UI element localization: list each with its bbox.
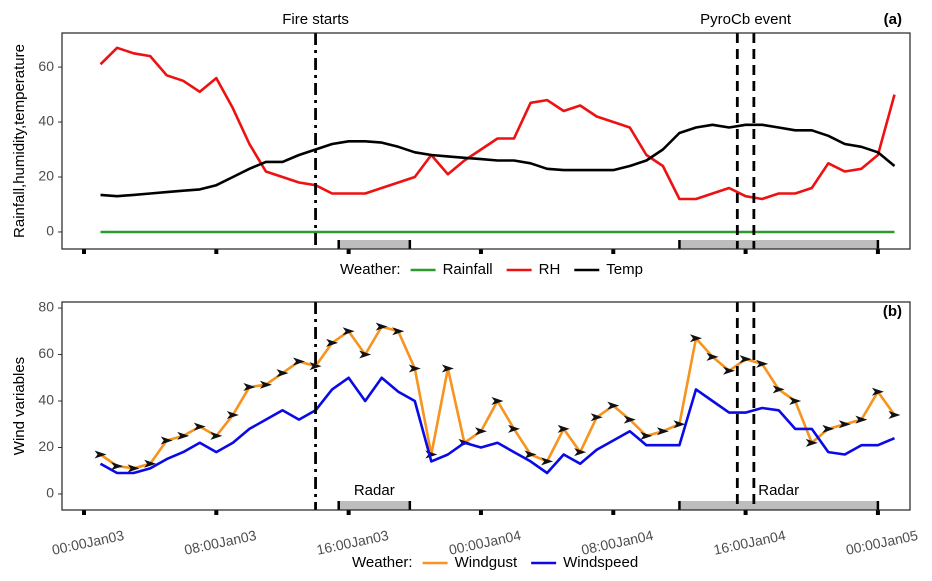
wind-marker bbox=[276, 369, 289, 378]
legend-label: Windspeed bbox=[563, 554, 638, 571]
wind-marker bbox=[673, 420, 686, 429]
y-tick-label: 20 bbox=[38, 438, 54, 454]
y-tick-label: 60 bbox=[38, 58, 54, 74]
wind-marker bbox=[723, 366, 736, 375]
wind-marker bbox=[491, 397, 504, 406]
x-tick-label: 00:00Jan05 bbox=[844, 527, 919, 558]
wind-marker bbox=[474, 427, 487, 436]
x-tick-label: 16:00Jan04 bbox=[712, 527, 787, 558]
wind-marker bbox=[94, 450, 107, 459]
wind-marker bbox=[524, 450, 537, 459]
wind-marker bbox=[871, 387, 884, 396]
radar-period bbox=[679, 501, 878, 510]
y-tick-label: 80 bbox=[38, 299, 54, 315]
wind-marker bbox=[243, 383, 256, 392]
legend-label: Windgust bbox=[455, 554, 518, 571]
wind-marker bbox=[392, 327, 405, 336]
y-tick-label: 0 bbox=[46, 223, 54, 239]
legend-title: Weather: bbox=[352, 554, 413, 571]
series-line bbox=[99, 46, 896, 201]
wind-marker bbox=[590, 413, 603, 422]
event-annotation: Fire starts bbox=[282, 11, 349, 28]
x-tick-label: 00:00Jan03 bbox=[50, 527, 125, 558]
wind-marker bbox=[160, 436, 173, 445]
wind-marker bbox=[838, 420, 851, 429]
wind-marker bbox=[177, 431, 190, 440]
wind-marker bbox=[309, 362, 322, 371]
wind-marker bbox=[144, 459, 157, 468]
legend-label: Temp bbox=[606, 261, 643, 278]
wind-marker bbox=[805, 438, 818, 447]
wind-marker bbox=[375, 322, 388, 331]
y-tick-label: 20 bbox=[38, 168, 54, 184]
wind-marker bbox=[508, 424, 521, 433]
legend-title: Weather: bbox=[340, 261, 401, 278]
y-axis-title: Rainfall,humidity,temperature bbox=[11, 44, 28, 238]
wind-marker bbox=[607, 401, 620, 410]
radar-period bbox=[338, 501, 410, 510]
wind-marker bbox=[259, 380, 272, 389]
radar-period bbox=[679, 240, 878, 249]
y-axis-title: Wind variables bbox=[11, 357, 28, 455]
wind-marker bbox=[623, 415, 636, 424]
legend-label: Rainfall bbox=[443, 261, 493, 278]
radar-label: Radar bbox=[758, 482, 799, 499]
wind-marker bbox=[293, 357, 306, 366]
wind-marker bbox=[756, 359, 769, 368]
panel-label: (b) bbox=[883, 303, 902, 320]
wind-marker bbox=[855, 415, 868, 424]
wind-marker bbox=[342, 327, 355, 336]
wind-marker bbox=[706, 352, 719, 361]
y-tick-label: 0 bbox=[46, 485, 54, 501]
wind-marker bbox=[574, 448, 587, 457]
radar-label: Radar bbox=[354, 482, 395, 499]
wind-marker bbox=[326, 338, 339, 347]
wind-marker bbox=[408, 364, 421, 373]
wind-marker bbox=[656, 427, 669, 436]
event-annotation: PyroCb event bbox=[700, 11, 792, 28]
wind-marker bbox=[689, 334, 702, 343]
wind-marker bbox=[557, 424, 570, 433]
wind-marker bbox=[359, 350, 372, 359]
x-tick-label: 08:00Jan03 bbox=[183, 527, 258, 558]
wind-marker bbox=[441, 364, 454, 373]
wind-marker bbox=[541, 457, 554, 466]
y-tick-label: 40 bbox=[38, 392, 54, 408]
wind-marker bbox=[822, 424, 835, 433]
wind-marker bbox=[193, 422, 206, 431]
plot-frame bbox=[61, 301, 911, 511]
plot-frame bbox=[61, 32, 911, 250]
wind-marker bbox=[210, 431, 223, 440]
wind-marker bbox=[888, 410, 901, 419]
y-tick-label: 60 bbox=[38, 345, 54, 361]
legend-label: RH bbox=[539, 261, 561, 278]
wind-marker bbox=[127, 464, 140, 473]
radar-period bbox=[338, 240, 410, 249]
series-line bbox=[99, 325, 896, 470]
wind-marker bbox=[226, 410, 239, 419]
wind-marker bbox=[111, 462, 124, 471]
series-line bbox=[100, 123, 896, 198]
wind-marker bbox=[772, 385, 785, 394]
series-line bbox=[99, 376, 896, 475]
wind-marker bbox=[739, 355, 752, 364]
panel-label: (a) bbox=[884, 11, 902, 28]
y-tick-label: 40 bbox=[38, 113, 54, 129]
wind-marker bbox=[640, 431, 653, 440]
wind-marker bbox=[789, 397, 802, 406]
